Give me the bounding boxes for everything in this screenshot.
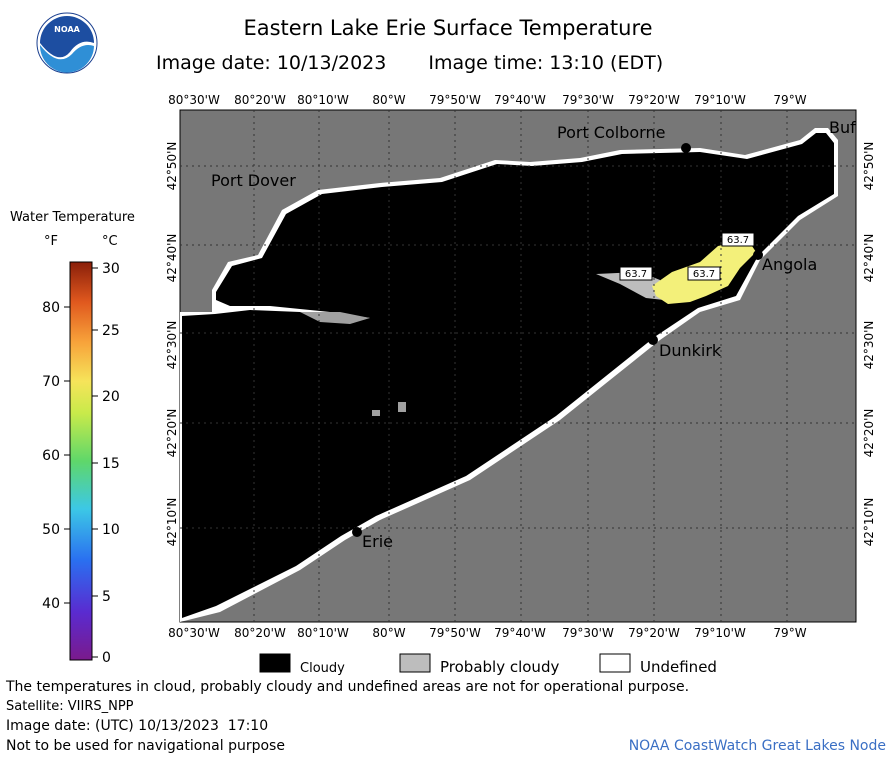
key-probably-cloudy-swatch [399,653,431,673]
lon-tick: 80°20'W [234,626,286,640]
lat-tick: 42°40'N [862,234,876,283]
logo-text: NOAA [54,25,80,34]
disclaimer-text: The temperatures in cloud, probably clou… [6,679,690,695]
lon-tick: 80°30'W [168,626,220,640]
probably-cloudy-speck [398,402,406,412]
city-dot-erie [352,527,362,537]
utc-date-text: Image date: (UTC) 10/13/2023 17:10 [6,718,269,734]
key-cloudy-swatch [259,653,291,673]
city-dot-port-colborne [681,143,691,153]
lat-tick: 42°20'N [862,409,876,458]
lon-tick: 79°40'W [494,93,546,107]
image-date-label: Image date: 10/13/2023 [156,52,387,74]
place-label-dunkirk: Dunkirk [659,341,722,360]
legend-c-tick: 5 [102,589,111,605]
legend-title: Water Temperature [10,210,135,225]
noaa-logo: NOAA [36,12,98,74]
key-undefined-swatch [599,653,631,673]
lat-ticks-left: 42°50'N 42°40'N 42°30'N 42°20'N 42°10'N [165,142,179,547]
temp-label-box [721,232,755,247]
place-label-buffalo: Buf [829,118,856,137]
lon-tick: 79°20'W [628,626,680,640]
legend-c-tick: 25 [102,323,120,339]
legend-c-ticks: 30 25 20 15 10 5 0 [102,261,120,666]
lon-tick: 80°20'W [234,93,286,107]
legend-f-tick: 40 [42,596,60,612]
temp-label-box [687,266,721,281]
key-cloudy-label: Cloudy [300,661,345,676]
legend-c-tick: 15 [102,456,120,472]
lat-tick: 42°50'N [165,142,179,191]
graticule [180,110,856,622]
legend-c-tick: 0 [102,650,111,666]
place-label-erie: Erie [362,532,393,551]
lat-tick: 42°40'N [165,234,179,283]
image-datetime: Image date: 10/13/2023 Image time: 13:10 … [156,52,663,74]
lon-tick: 79°30'W [562,93,614,107]
place-label-port-dover: Port Dover [211,171,296,190]
image-time-label: Image time: 13:10 (EDT) [428,52,664,74]
lat-tick: 42°10'N [165,498,179,547]
lon-tick: 79°50'W [429,626,481,640]
legend-c-tick: 30 [102,261,120,277]
temp-label-box [619,266,653,281]
temp-label: 63.7 [727,235,749,246]
probably-cloudy-speck [372,410,380,416]
lat-tick: 42°50'N [862,142,876,191]
lon-tick: 80°30'W [168,93,220,107]
lat-tick: 42°30'N [862,321,876,370]
legend-unit-f: °F [44,234,58,249]
satellite-text: Satellite: VIIRS_NPP [6,699,134,714]
lon-tick: 80°10'W [297,626,349,640]
lon-ticks-bottom: 80°30'W 80°20'W 80°10'W 80°W 79°50'W 79°… [168,626,807,640]
probably-cloudy-patch [300,312,370,324]
legend-f-tick: 80 [42,300,60,316]
legend-c-tick: 20 [102,389,120,405]
legend-unit-c: °C [102,234,118,249]
lon-ticks-top: 80°30'W 80°20'W 80°10'W 80°W 79°50'W 79°… [168,93,807,107]
lon-tick: 79°W [773,93,806,107]
legend-colorbar [69,261,93,661]
lon-tick: 79°10'W [694,93,746,107]
lat-tick: 42°30'N [165,321,179,370]
lon-tick: 79°40'W [494,626,546,640]
city-dot-dunkirk [648,335,658,345]
lon-tick: 79°20'W [628,93,680,107]
page-title: Eastern Lake Erie Surface Temperature [0,16,896,40]
navigation-warning: Not to be used for navigational purpose [6,738,285,754]
cloudy-area [182,133,834,618]
lon-tick: 80°10'W [297,93,349,107]
city-markers [352,143,763,537]
legend-f-tick: 60 [42,448,60,464]
lon-tick: 79°50'W [429,93,481,107]
place-label-port-colborne: Port Colborne [557,123,665,142]
lat-ticks-right: 42°50'N 42°40'N 42°30'N 42°20'N 42°10'N [862,142,876,547]
lon-tick: 79°30'W [562,626,614,640]
key-probably-cloudy-label: Probably cloudy [440,658,559,676]
credit-text: NOAA CoastWatch Great Lakes Node [628,738,886,754]
legend-c-tick: 10 [102,522,120,538]
title-text: Eastern Lake Erie Surface Temperature [243,16,653,40]
legend-f-tick: 70 [42,374,60,390]
temp-label: 63.7 [693,269,715,280]
lon-tick: 79°W [773,626,806,640]
legend-tick-marks [64,267,98,658]
lon-tick: 80°W [372,626,405,640]
place-label-angola: Angola [762,255,817,274]
key-undefined-label: Undefined [640,658,717,676]
legend-f-ticks: 80 70 60 50 40 [42,300,60,612]
lon-tick: 80°W [372,93,405,107]
lon-tick: 79°10'W [694,626,746,640]
city-dot-angola [753,250,763,260]
temp-label: 63.7 [625,269,647,280]
legend-f-tick: 50 [42,522,60,538]
lat-tick: 42°10'N [862,498,876,547]
lat-tick: 42°20'N [165,409,179,458]
